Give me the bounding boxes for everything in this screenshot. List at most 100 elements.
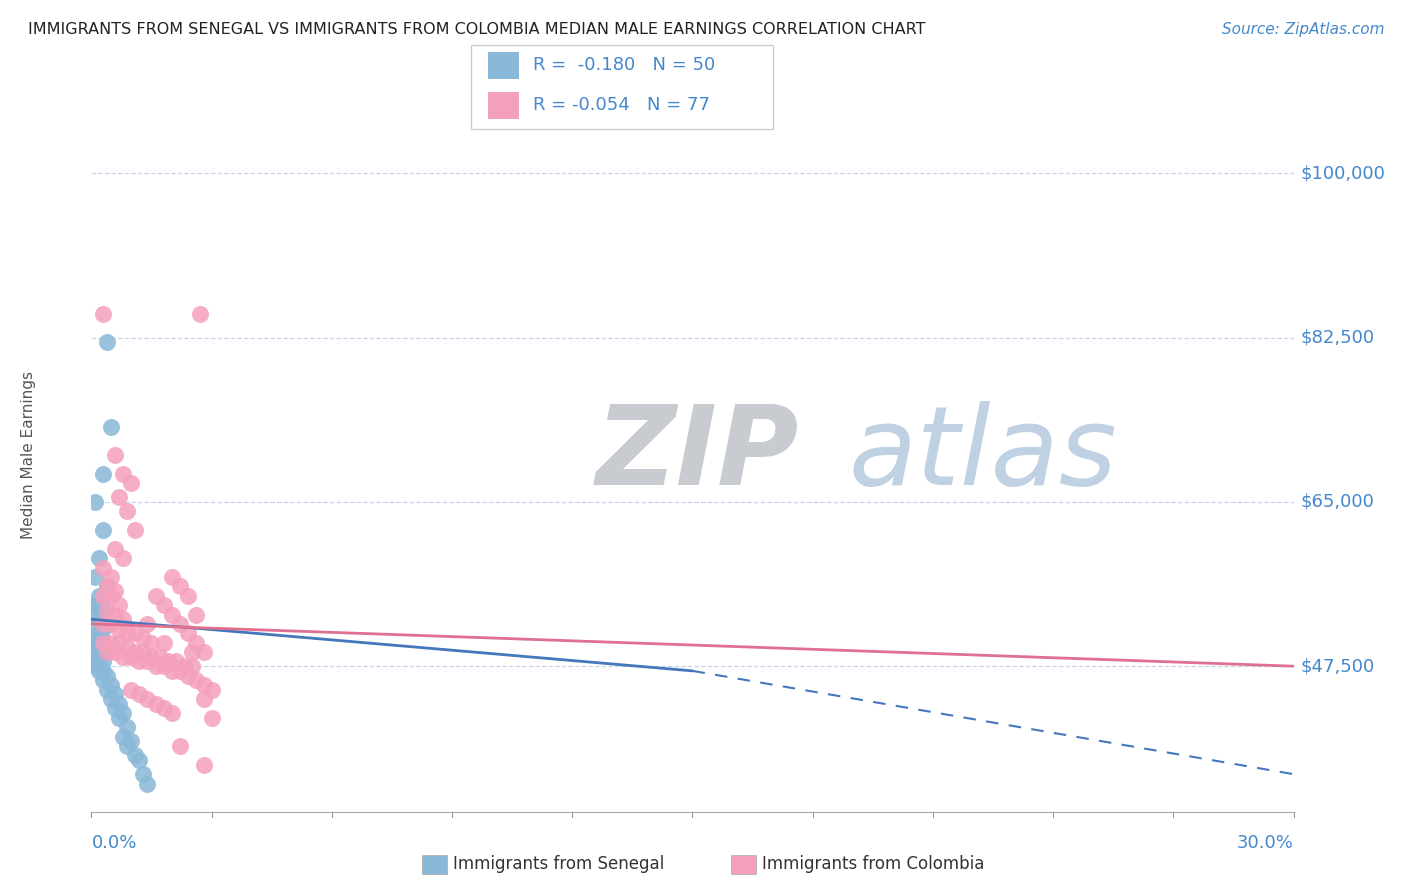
Point — [96, 645, 118, 659]
Point — [201, 711, 224, 725]
Point — [188, 307, 211, 321]
Text: $100,000: $100,000 — [1301, 164, 1385, 182]
Point — [84, 636, 107, 650]
Text: $65,000: $65,000 — [1301, 493, 1375, 511]
Text: $47,500: $47,500 — [1301, 657, 1375, 675]
Point — [96, 682, 118, 697]
Point — [84, 645, 107, 659]
Point — [193, 757, 215, 772]
Point — [112, 649, 135, 664]
Point — [121, 476, 143, 491]
Point — [117, 739, 139, 753]
Point — [96, 579, 118, 593]
Point — [201, 682, 224, 697]
Point — [124, 626, 146, 640]
Point — [112, 730, 135, 744]
Text: Median Male Earnings: Median Male Earnings — [21, 371, 35, 539]
Point — [89, 589, 111, 603]
Point — [108, 711, 131, 725]
Point — [156, 655, 179, 669]
Point — [100, 616, 122, 631]
Point — [89, 598, 111, 612]
Point — [108, 490, 131, 504]
Point — [160, 607, 183, 622]
Point — [84, 598, 107, 612]
Point — [93, 636, 115, 650]
Point — [89, 664, 111, 678]
Point — [93, 616, 115, 631]
Point — [145, 697, 167, 711]
Text: Immigrants from Senegal: Immigrants from Senegal — [453, 855, 664, 873]
Point — [93, 467, 115, 481]
Point — [148, 649, 170, 664]
Point — [124, 748, 146, 763]
Point — [124, 645, 146, 659]
Point — [112, 467, 135, 481]
Point — [84, 659, 107, 673]
Point — [84, 631, 107, 645]
Point — [93, 523, 115, 537]
Point — [132, 631, 155, 645]
Point — [96, 579, 118, 593]
Point — [152, 636, 174, 650]
Point — [89, 636, 111, 650]
Point — [152, 598, 174, 612]
Text: R = -0.054   N = 77: R = -0.054 N = 77 — [533, 95, 710, 113]
Point — [117, 640, 139, 655]
Point — [100, 636, 122, 650]
Point — [117, 626, 139, 640]
Point — [193, 645, 215, 659]
Point — [108, 697, 131, 711]
Point — [100, 692, 122, 706]
Point — [93, 664, 115, 678]
Point — [121, 649, 143, 664]
Point — [104, 687, 127, 701]
Point — [89, 626, 111, 640]
Point — [169, 579, 191, 593]
Point — [93, 622, 115, 636]
Point — [104, 701, 127, 715]
Text: Source: ZipAtlas.com: Source: ZipAtlas.com — [1222, 22, 1385, 37]
Point — [104, 584, 127, 599]
Point — [176, 668, 198, 682]
Point — [184, 673, 207, 688]
Point — [104, 448, 127, 462]
Point — [93, 589, 115, 603]
Point — [84, 616, 107, 631]
Point — [121, 682, 143, 697]
Point — [132, 645, 155, 659]
Point — [96, 603, 118, 617]
Point — [112, 706, 135, 720]
Point — [96, 668, 118, 682]
Point — [193, 692, 215, 706]
Point — [176, 589, 198, 603]
Point — [84, 495, 107, 509]
Point — [84, 570, 107, 584]
Point — [128, 655, 150, 669]
Point — [100, 589, 122, 603]
Point — [84, 655, 107, 669]
Point — [165, 655, 187, 669]
Point — [152, 659, 174, 673]
Text: IMMIGRANTS FROM SENEGAL VS IMMIGRANTS FROM COLOMBIA MEDIAN MALE EARNINGS CORRELA: IMMIGRANTS FROM SENEGAL VS IMMIGRANTS FR… — [28, 22, 925, 37]
Text: atlas: atlas — [849, 401, 1118, 508]
Point — [100, 419, 122, 434]
Point — [169, 739, 191, 753]
Point — [160, 570, 183, 584]
Point — [173, 659, 195, 673]
Point — [136, 616, 159, 631]
Point — [93, 560, 115, 574]
Text: 30.0%: 30.0% — [1237, 834, 1294, 852]
Point — [128, 687, 150, 701]
Point — [108, 636, 131, 650]
Point — [132, 767, 155, 781]
Point — [121, 734, 143, 748]
Point — [184, 607, 207, 622]
Text: Immigrants from Colombia: Immigrants from Colombia — [762, 855, 984, 873]
Point — [104, 541, 127, 556]
Point — [180, 645, 202, 659]
Point — [89, 640, 111, 655]
Point — [89, 649, 111, 664]
Point — [160, 706, 183, 720]
Point — [112, 551, 135, 566]
